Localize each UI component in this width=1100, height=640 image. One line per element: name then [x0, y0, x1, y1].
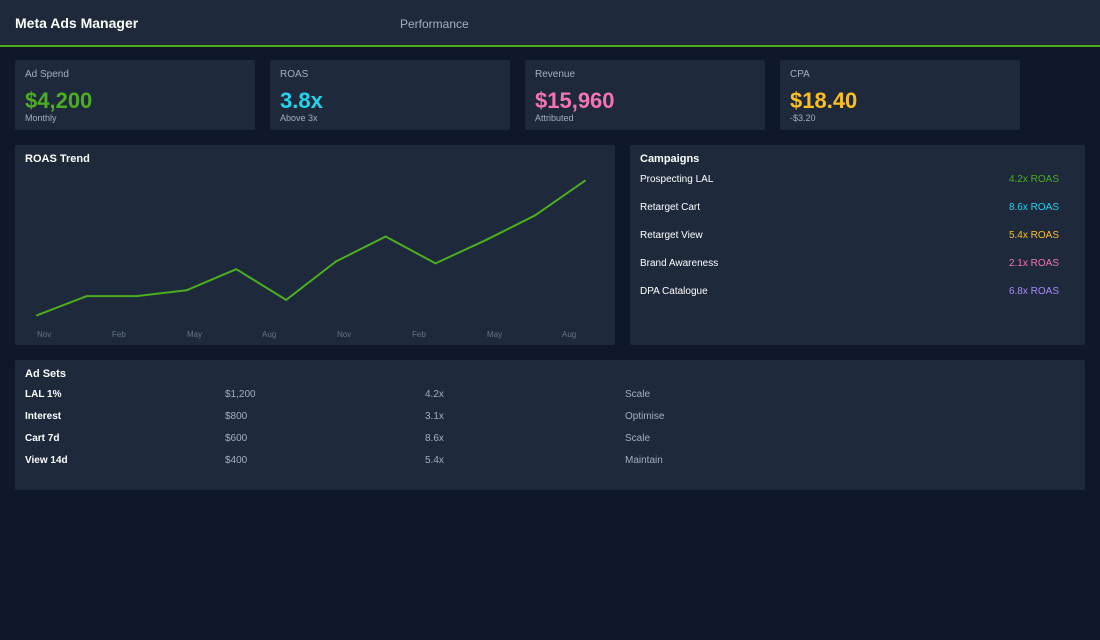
- adset-roas: 3.1x: [425, 411, 444, 422]
- adset-roas: 8.6x: [425, 433, 444, 444]
- campaign-name: Retarget Cart: [640, 202, 701, 213]
- campaign-name: Brand Awareness: [640, 258, 719, 269]
- kpi-subtext: Attributed: [535, 113, 574, 123]
- kpi-label: Revenue: [535, 69, 576, 80]
- table-row[interactable]: Cart 7d $600 8.6x Scale: [25, 433, 1075, 447]
- table-row[interactable]: LAL 1% $1,200 4.2x Scale: [25, 389, 1075, 403]
- kpi-label: ROAS: [280, 69, 309, 80]
- kpi-card-revenue: Revenue $15,960 Attributed: [525, 60, 765, 130]
- data-point: [334, 260, 337, 263]
- campaign-row-retarget-view[interactable]: Retarget View 5.4x ROAS: [640, 230, 1075, 244]
- campaign-roas: 6.8x ROAS: [1008, 286, 1059, 297]
- roas-trend-panel: ROAS Trend Nov Feb May Aug Nov Feb May Aug: [15, 145, 615, 345]
- ad-sets-panel: Ad Sets LAL 1% $1,200 4.2x Scale Interes…: [15, 360, 1085, 490]
- adset-spend: $600: [225, 433, 248, 444]
- campaign-name: Prospecting LAL: [640, 174, 714, 185]
- kpi-card-cpa: CPA $18.40 -$3.20: [780, 60, 1020, 130]
- tab-performance[interactable]: Performance: [400, 17, 469, 31]
- adset-name: Cart 7d: [25, 433, 60, 444]
- kpi-subtext: Above 3x: [280, 113, 318, 123]
- data-point: [434, 262, 437, 265]
- top-bar: Meta Ads Manager Performance: [0, 0, 1100, 47]
- table-row[interactable]: View 14d $400 5.4x Maintain: [25, 455, 1075, 469]
- campaign-name: Retarget View: [640, 230, 703, 241]
- campaign-row-dpa-catalogue[interactable]: DPA Catalogue 6.8x ROAS: [640, 286, 1075, 300]
- x-tick-label: Nov: [337, 330, 351, 339]
- adset-action: Scale: [625, 433, 651, 444]
- x-tick-label: Aug: [262, 330, 276, 339]
- adset-spend: $400: [225, 455, 248, 466]
- campaign-roas: 8.6x ROAS: [1008, 202, 1059, 213]
- campaign-name: DPA Catalogue: [640, 286, 708, 297]
- x-tick-label: Feb: [112, 330, 126, 339]
- adset-name: View 14d: [25, 455, 68, 466]
- campaigns-title: Campaigns: [640, 153, 700, 165]
- roas-trend-chart: Nov Feb May Aug Nov Feb May Aug: [36, 179, 586, 339]
- x-tick-label: Aug: [562, 330, 576, 339]
- kpi-value: $18.40: [790, 88, 858, 113]
- kpi-card-ad-spend: Ad Spend $4,200 Monthly: [15, 60, 255, 130]
- chart-title: ROAS Trend: [25, 153, 90, 165]
- campaign-row-brand-awareness[interactable]: Brand Awareness 2.1x ROAS: [640, 258, 1075, 272]
- data-point: [135, 295, 138, 298]
- data-point: [534, 214, 537, 217]
- adset-roas: 4.2x: [425, 389, 444, 400]
- data-point: [484, 239, 487, 242]
- app-title: Meta Ads Manager: [15, 15, 139, 31]
- adset-roas: 5.4x: [425, 455, 444, 466]
- adset-action: Optimise: [625, 411, 665, 422]
- data-point: [384, 235, 387, 238]
- adset-action: Scale: [625, 389, 651, 400]
- data-point: [285, 298, 288, 301]
- kpi-label: Ad Spend: [25, 69, 69, 80]
- campaign-row-retarget-cart[interactable]: Retarget Cart 8.6x ROAS: [640, 202, 1075, 216]
- x-tick-label: Nov: [37, 330, 51, 339]
- data-point: [85, 295, 88, 298]
- kpi-subtext: Monthly: [25, 113, 57, 123]
- kpi-value: $15,960: [535, 88, 615, 113]
- data-point: [185, 289, 188, 292]
- x-tick-label: Feb: [412, 330, 426, 339]
- data-point: [235, 268, 238, 271]
- campaigns-panel: Campaigns Prospecting LAL 4.2x ROAS Reta…: [630, 145, 1085, 345]
- campaign-roas: 5.4x ROAS: [1008, 230, 1059, 241]
- ad-sets-title: Ad Sets: [25, 368, 66, 380]
- adset-name: Interest: [25, 411, 62, 422]
- data-point: [36, 314, 38, 317]
- campaign-roas: 4.2x ROAS: [1008, 174, 1059, 185]
- x-tick-label: May: [487, 330, 502, 339]
- adset-spend: $800: [225, 411, 248, 422]
- adset-spend: $1,200: [225, 389, 256, 400]
- x-tick-label: May: [187, 330, 202, 339]
- table-row[interactable]: Interest $800 3.1x Optimise: [25, 411, 1075, 425]
- kpi-value: $4,200: [25, 88, 93, 113]
- adset-name: LAL 1%: [25, 389, 62, 400]
- kpi-subtext: -$3.20: [790, 113, 816, 123]
- data-point: [584, 179, 586, 182]
- kpi-value: 3.8x: [280, 88, 323, 113]
- series-line: [36, 179, 586, 317]
- adset-action: Maintain: [625, 455, 663, 466]
- kpi-card-roas: ROAS 3.8x Above 3x: [270, 60, 510, 130]
- campaign-row-prospecting-lal[interactable]: Prospecting LAL 4.2x ROAS: [640, 174, 1075, 188]
- kpi-label: CPA: [790, 69, 810, 80]
- campaign-roas: 2.1x ROAS: [1008, 258, 1059, 269]
